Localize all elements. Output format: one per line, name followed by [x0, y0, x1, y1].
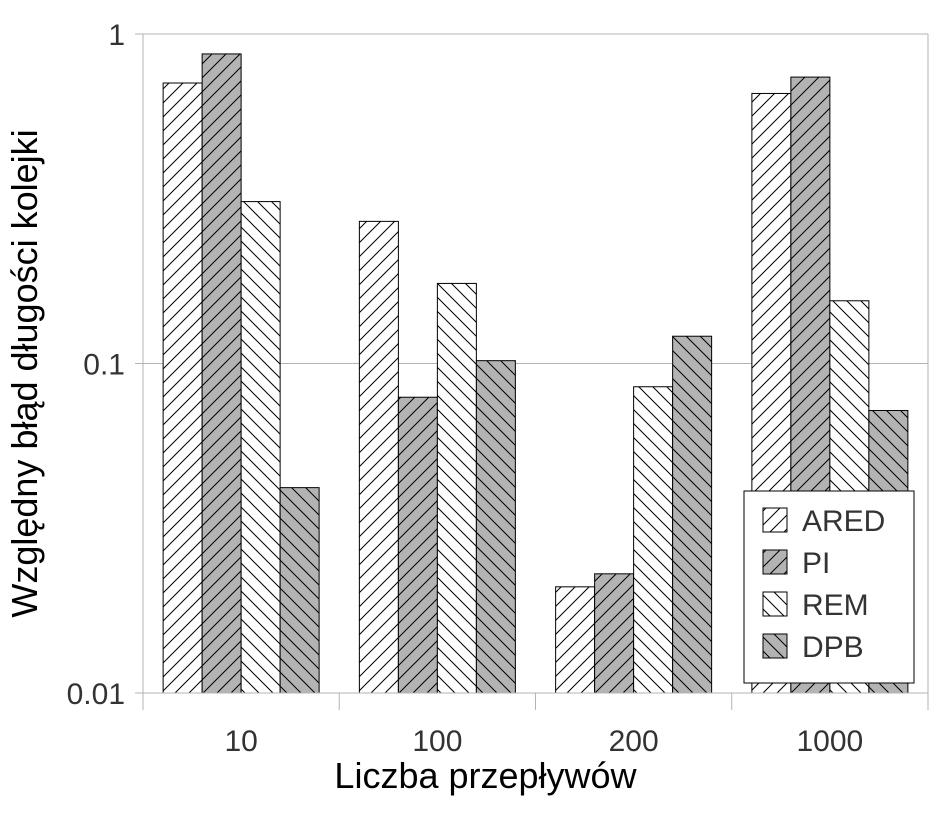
x-tick-label: 200	[609, 725, 659, 758]
x-tick-label: 10	[224, 725, 257, 758]
legend-swatch-ared	[762, 507, 788, 533]
x-tick-label: 1000	[797, 725, 864, 758]
bar-pi-100	[397, 396, 438, 694]
bar-dpb-10	[279, 487, 320, 694]
legend-label-pi: PI	[802, 547, 830, 580]
legend-swatch-rem	[762, 591, 788, 617]
bar-pi-200	[594, 573, 635, 694]
y-tick-label: 0.01	[67, 678, 125, 711]
bar-ared-200	[555, 586, 596, 694]
x-axis-title: Liczba przepływów	[334, 755, 637, 796]
bar-rem-10	[240, 201, 281, 694]
legend-label-ared: ARED	[802, 505, 885, 538]
y-tick-label: 1	[108, 19, 125, 52]
y-axis-title: Względny błąd długości kolejki	[4, 129, 45, 617]
y-tick-label: 0.1	[83, 349, 125, 382]
bar-dpb-200	[672, 335, 713, 694]
legend-swatch-pi	[762, 549, 788, 575]
axes	[142, 34, 929, 710]
legend-label-dpb: DPB	[802, 631, 864, 664]
bar-rem-200	[633, 386, 674, 694]
bar-dpb-100	[475, 360, 516, 694]
x-tick-label: 100	[412, 725, 462, 758]
bar-ared-100	[358, 220, 399, 694]
bar-rem-100	[436, 282, 477, 694]
legend-label-rem: REM	[802, 589, 869, 622]
tick-labels: 0.01 0.1 1 10 100 200 1000	[67, 19, 864, 758]
bar-pi-10	[201, 53, 242, 694]
bar-ared-10	[162, 82, 203, 694]
legend-swatch-dpb	[762, 633, 788, 659]
legend: ARED PI REM DPB	[743, 490, 915, 684]
